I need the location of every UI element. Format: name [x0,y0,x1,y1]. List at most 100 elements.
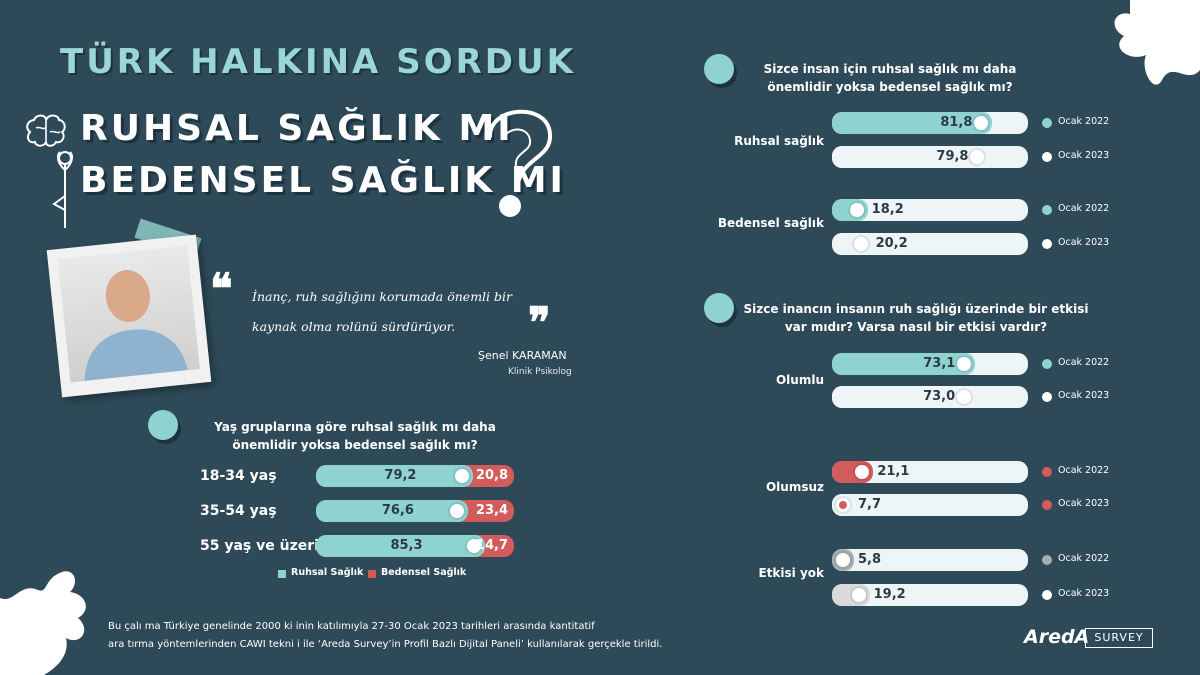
footer-line1: Bu çalı ma Türkiye genelinde 2000 ki ini… [108,621,595,632]
group-label: Bedensel sağlık [717,216,824,230]
legend-dot [1042,205,1052,215]
legend-label: Ocak 2023 [1058,150,1110,161]
legend-swatch-ruhsal [278,570,286,578]
age-value-ruhsal: 76,6 [381,503,414,518]
bar-value: 20,2 [875,236,908,251]
age-bar-ruhsal [316,500,468,522]
headline-line1: RUHSAL SAĞLIK MI [80,108,514,149]
bar-track: 7,7 [832,494,1028,516]
legend-dot [1042,392,1052,402]
bar-knob [853,237,868,251]
bar-value: 18,2 [871,202,904,217]
bar-fill [832,146,989,168]
age-value-ruhsal: 85,3 [390,538,423,553]
bar-track: 81,8 [832,112,1028,134]
age-bar-ruhsal [316,465,473,487]
legend-dot [1042,500,1052,510]
bar-value: 73,1 [923,356,956,371]
group-label: Etkisi yok [758,566,824,580]
person-silhouette-icon [84,270,188,382]
bar-value: 73,0 [923,389,956,404]
legend-label: Ocak 2022 [1058,553,1110,564]
group-label: Olumsuz [765,480,824,494]
age-group-label: 35-54 yaş [200,503,277,519]
legend-label: Ocak 2022 [1058,203,1110,214]
bar-track: 21,1 [832,461,1028,483]
age-bar-knob [454,469,469,483]
question-bullet [704,293,734,323]
health-chart-title: Sizce insan için ruhsal sağlık mı daha ö… [763,62,1017,94]
footer-note: Bu çalı ma Türkiye genelinde 2000 ki ini… [108,618,728,654]
quote-open-icon: ❝ [210,264,233,313]
yoga-person-icon [52,151,74,228]
bar-knob [855,465,870,479]
age-bar-knob [466,539,481,553]
legend-dot [1042,359,1052,369]
bar-fill [832,386,976,408]
bar-track: 73,1 [832,353,1028,375]
author-photo [46,234,212,398]
bar-track: 20,2 [832,233,1028,255]
bar-track: 19,2 [832,584,1028,606]
age-value-bedensel: 23,4 [475,503,508,518]
quote-close-icon: ❞ [528,298,551,347]
author-role: Klinik Psikolog [508,367,572,377]
group-label: Ruhsal sağlık [734,134,824,148]
question-mark-icon [488,109,553,217]
bar-value: 7,7 [858,497,882,512]
headline-line2: BEDENSEL SAĞLIK MI [80,160,566,201]
legend-dot [1042,590,1052,600]
age-value-bedensel: 14,7 [475,538,508,553]
brain-icon [26,114,66,147]
age-group-label: 18-34 yaş [200,468,277,484]
bar-track: 18,2 [832,199,1028,221]
splash-bottom-left [0,571,86,675]
bar-value: 19,2 [873,587,906,602]
legend-dot [1042,467,1052,477]
splash-top-right [1114,0,1200,85]
question-bullet [148,410,178,440]
brand-name: AredA [1024,626,1090,648]
bar-knob [836,498,850,512]
bar-value: 81,8 [940,115,973,130]
legend-label-bedensel: Bedensel Sağlık [381,567,467,578]
bar-knob [970,150,985,164]
age-bar-track: 85,3 14,7 [316,535,514,557]
bar-fill [832,112,993,134]
author-name: Şenel KARAMAN [478,349,567,362]
bar-knob [957,390,972,404]
age-bar-ruhsal [316,535,485,557]
group-label: Olumlu [775,373,824,387]
bar-knob [851,588,866,602]
legend-dot [1042,555,1052,565]
legend-label: Ocak 2023 [1058,237,1110,248]
bar-value: 21,1 [877,464,910,479]
bar-knob [836,553,850,567]
age-group-label: 55 yaş ve üzeri [200,538,319,554]
age-value-bedensel: 20,8 [475,468,508,483]
question-bullet [704,54,734,84]
age-bar-track: 76,6 23,4 [316,500,514,522]
legend-label: Ocak 2022 [1058,465,1110,476]
legend-label: Ocak 2023 [1058,498,1110,509]
bar-track: 73,0 [832,386,1028,408]
footer-line2: ara tırma yöntemlerinden CAWI tekni i il… [108,639,663,650]
legend-label: Ocak 2022 [1058,116,1110,127]
legend-dot [1042,239,1052,249]
age-bar-track: 79,2 20,8 [316,465,514,487]
legend-label-ruhsal: Ruhsal Sağlık [291,567,364,578]
legend-swatch-bedensel [368,570,376,578]
bar-track: 79,8 [832,146,1028,168]
bar-knob [957,357,972,371]
brand-tag: SURVEY [1085,628,1153,648]
bar-fill [832,353,976,375]
legend-dot [1042,118,1052,128]
bar-value: 79,8 [936,149,969,164]
kicker-title: TÜRK HALKINA SORDUK [60,42,576,82]
legend-label: Ocak 2023 [1058,390,1110,401]
quote-text: İnanç, ruh sağlığını korumada önemli bir… [252,289,513,334]
bar-knob [849,203,864,217]
bar-knob [974,116,989,130]
legend-label: Ocak 2023 [1058,588,1110,599]
bar-track: 5,8 [832,549,1028,571]
